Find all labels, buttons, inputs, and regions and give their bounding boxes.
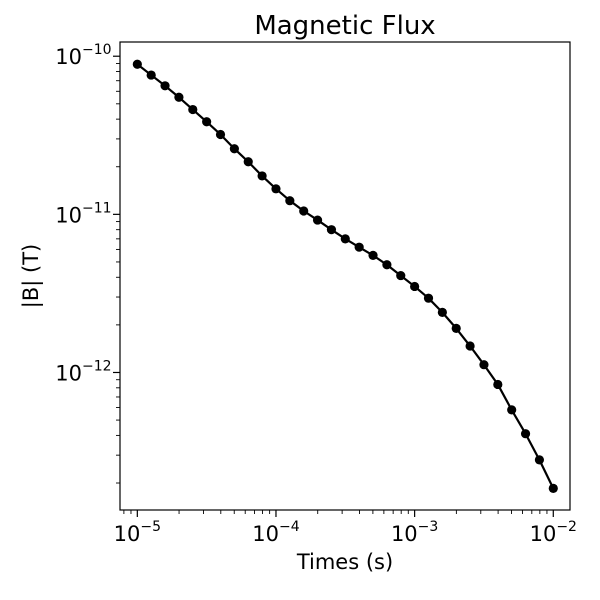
- data-point: [396, 270, 406, 281]
- data-point: [382, 260, 392, 270]
- x-tick-exponent: −4: [279, 519, 300, 535]
- series-line: [136, 63, 555, 489]
- plot-frame: [119, 41, 571, 511]
- y-tick-exponent: −11: [82, 200, 112, 216]
- data-point: [188, 104, 198, 115]
- y-tick-exponent: −10: [82, 42, 112, 58]
- data-point: [215, 129, 226, 140]
- data-point: [229, 144, 239, 154]
- data-point: [132, 59, 142, 69]
- data-point: [285, 196, 295, 206]
- y-tick-label: 10−12: [55, 358, 111, 385]
- y-axis-label: |B| (T): [19, 244, 44, 308]
- chart-title: Magnetic Flux: [254, 11, 435, 41]
- x-tick-label: 10−2: [530, 519, 577, 546]
- plot-marks: [132, 59, 558, 493]
- data-point: [174, 92, 184, 102]
- axes: 10−5 10−4 10−3 10−2 10−10 10−11 10−12: [55, 42, 577, 546]
- data-point: [243, 157, 253, 167]
- data-point: [340, 234, 350, 244]
- data-point: [368, 250, 378, 261]
- data-point: [423, 293, 434, 303]
- data-point: [548, 483, 558, 493]
- data-point: [451, 323, 461, 333]
- data-point: [534, 455, 545, 465]
- x-tick-label: 10−3: [391, 519, 438, 546]
- data-point: [354, 242, 364, 252]
- x-tick-label: 10−4: [252, 519, 299, 546]
- data-point: [507, 405, 517, 415]
- y-tick-label: 10−10: [55, 42, 111, 69]
- data-point: [437, 307, 447, 317]
- data-point: [160, 81, 170, 91]
- x-tick-label: 10−5: [114, 519, 161, 546]
- data-point: [465, 341, 475, 351]
- y-tick-label: 10−11: [55, 200, 111, 227]
- x-tick-exponent: −3: [418, 519, 439, 535]
- data-point: [146, 70, 156, 80]
- y-tick-exponent: −12: [82, 358, 112, 374]
- data-point: [410, 281, 420, 292]
- data-point: [299, 206, 309, 216]
- data-point: [479, 360, 489, 370]
- data-point: [271, 184, 281, 194]
- x-tick-exponent: −2: [556, 519, 577, 535]
- x-tick-exponent: −5: [140, 519, 161, 535]
- data-point: [257, 171, 267, 181]
- data-point: [493, 379, 503, 390]
- data-point: [202, 117, 212, 127]
- data-point: [312, 215, 323, 225]
- data-point: [520, 429, 531, 439]
- x-axis-label: Times (s): [296, 550, 393, 574]
- data-point: [326, 225, 337, 235]
